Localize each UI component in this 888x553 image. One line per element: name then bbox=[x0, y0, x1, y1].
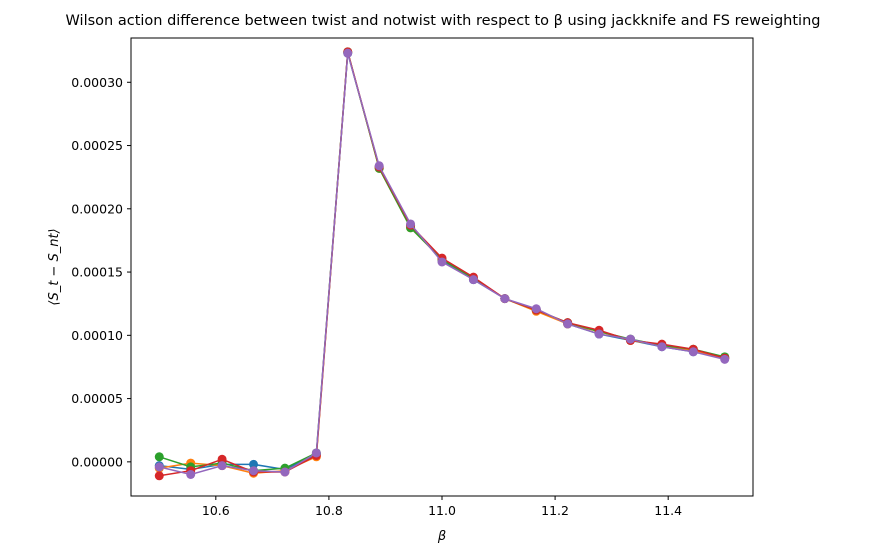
y-tick-label: 0.00030 bbox=[71, 75, 123, 90]
series-layer bbox=[154, 47, 730, 481]
data-point bbox=[437, 257, 447, 267]
data-point bbox=[311, 448, 321, 458]
data-point bbox=[688, 347, 698, 357]
data-point bbox=[374, 161, 384, 171]
y-tick-label: 0.00025 bbox=[71, 138, 123, 153]
data-point bbox=[217, 461, 227, 471]
data-point bbox=[343, 48, 353, 58]
plot-area bbox=[131, 38, 753, 496]
x-tick-label: 11.4 bbox=[654, 503, 682, 518]
data-point bbox=[217, 454, 227, 464]
data-point bbox=[280, 467, 290, 477]
data-point bbox=[657, 342, 667, 352]
data-point bbox=[249, 466, 259, 476]
y-tick-label: 0.00020 bbox=[71, 201, 123, 216]
y-axis: 0.00000 0.00005 0.00010 0.00015 0.00020 0.000… bbox=[71, 75, 131, 469]
x-tick-label: 11.0 bbox=[428, 503, 456, 518]
y-tick-label: 0.00010 bbox=[71, 328, 123, 343]
data-point bbox=[468, 275, 478, 285]
x-tick-label: 10.6 bbox=[202, 503, 230, 518]
x-tick-label: 10.8 bbox=[315, 503, 343, 518]
x-tick-label: 11.2 bbox=[541, 503, 569, 518]
data-point bbox=[154, 452, 164, 462]
data-point bbox=[563, 319, 573, 329]
data-point bbox=[500, 294, 510, 304]
y-axis-label: ⟨S_t − S_nt⟩ bbox=[47, 228, 62, 305]
y-tick-label: 0.00015 bbox=[71, 265, 123, 280]
data-point bbox=[186, 469, 196, 479]
data-point bbox=[406, 219, 416, 229]
y-tick-label: 0.00005 bbox=[71, 391, 123, 406]
data-point bbox=[531, 304, 541, 314]
data-point bbox=[720, 354, 730, 364]
chart-title: Wilson action difference between twist a… bbox=[66, 13, 821, 29]
x-axis: 10.6 10.8 11.0 11.2 11.4 bbox=[202, 496, 682, 518]
data-point bbox=[154, 462, 164, 472]
x-axis-label: β bbox=[437, 529, 446, 544]
data-point bbox=[625, 334, 635, 344]
data-point bbox=[154, 471, 164, 481]
data-point bbox=[594, 329, 604, 339]
data-point bbox=[249, 459, 259, 469]
y-tick-label: 0.00000 bbox=[71, 454, 123, 469]
series-5 bbox=[154, 48, 730, 479]
